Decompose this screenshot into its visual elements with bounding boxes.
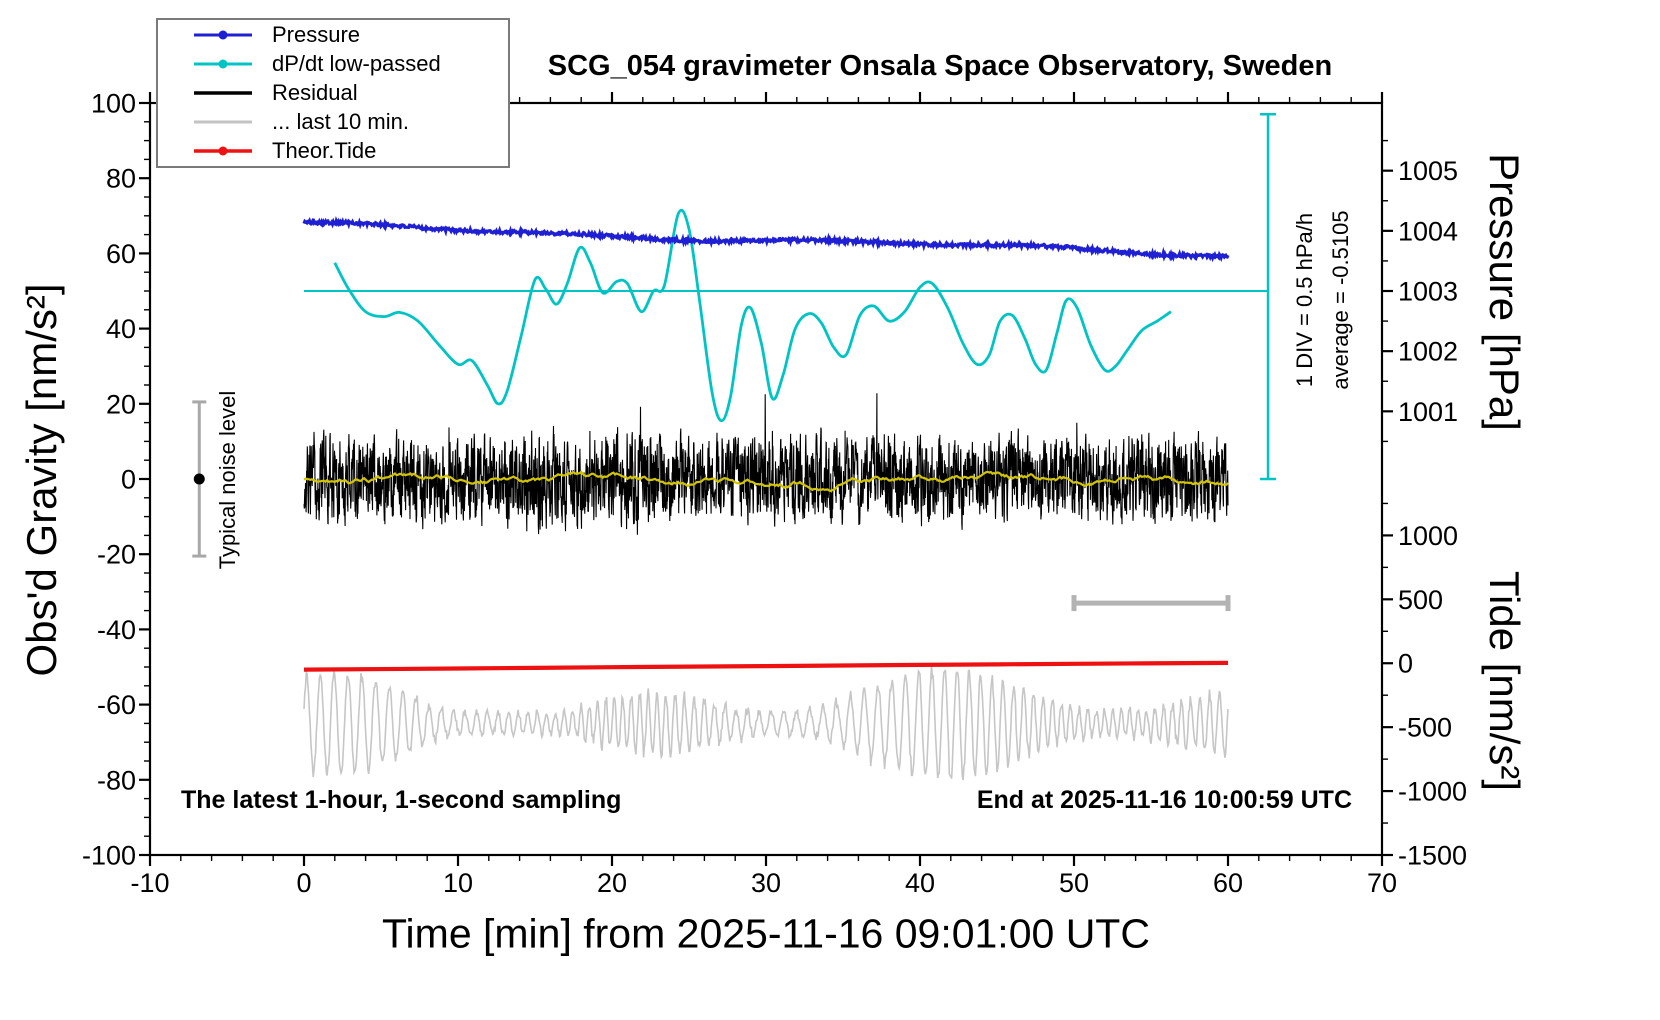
legend-label: dP/dt low-passed xyxy=(272,51,441,76)
svg-text:80: 80 xyxy=(106,164,136,194)
svg-text:1001: 1001 xyxy=(1398,397,1458,427)
svg-text:1005: 1005 xyxy=(1398,156,1458,186)
series-theor-tide xyxy=(303,660,1229,672)
svg-text:-80: -80 xyxy=(97,765,136,795)
series-pressure xyxy=(302,215,1230,263)
svg-text:1004: 1004 xyxy=(1398,216,1458,246)
legend-item-theor-tide: Theor.Tide xyxy=(192,138,508,164)
noise-level-annotation: Typical noise level xyxy=(215,390,240,570)
legend-item-last-10-min: ... last 10 min. xyxy=(192,109,508,135)
svg-text:0: 0 xyxy=(121,465,136,495)
svg-text:-100: -100 xyxy=(82,841,136,871)
svg-text:40: 40 xyxy=(106,314,136,344)
plot-frame xyxy=(148,101,1384,857)
x-axis-label: Time [min] from 2025-11-16 09:01:00 UTC xyxy=(382,910,1150,957)
y-left-tick-labels: -100 -80 -60 -40 -20 0 20 40 60 80 100 xyxy=(82,89,136,871)
svg-text:60: 60 xyxy=(1213,868,1243,898)
pressure-tick-labels: 1005 1004 1003 1002 1001 xyxy=(1398,156,1458,427)
svg-text:0: 0 xyxy=(296,868,311,898)
svg-text:1000: 1000 xyxy=(1398,521,1458,551)
svg-text:0: 0 xyxy=(1398,649,1413,679)
legend-item-residual: Residual xyxy=(192,80,508,106)
sampling-footer: The latest 1-hour, 1-second sampling xyxy=(181,786,622,814)
legend-marker-icon xyxy=(194,146,252,156)
average-annotation: average = -0.5105 xyxy=(1328,210,1353,390)
legend-item-pressure: Pressure xyxy=(192,22,508,48)
svg-text:-1000: -1000 xyxy=(1398,777,1467,807)
dpdt-scale-bar xyxy=(1260,113,1277,481)
svg-text:1003: 1003 xyxy=(1398,277,1458,307)
last-10-min-segment-bar xyxy=(1071,595,1231,612)
y-axis-label-gravity: Obs'd Gravity [nm/s²] xyxy=(18,283,65,677)
svg-text:-1500: -1500 xyxy=(1398,841,1467,871)
series-last-10-min xyxy=(303,664,1229,781)
legend-label: Residual xyxy=(272,80,358,105)
svg-text:60: 60 xyxy=(106,239,136,269)
y-axis-label-pressure: Pressure [hPa] xyxy=(1481,153,1528,431)
svg-text:-60: -60 xyxy=(97,690,136,720)
legend-box: Pressure dP/dt low-passed Residual ... last… xyxy=(156,18,510,168)
dpdt-scale-annotation: 1 DIV = 0.5 hPa/h xyxy=(1292,212,1317,388)
svg-text:20: 20 xyxy=(106,389,136,419)
y-axis-label-tide: Tide [nm/s²] xyxy=(1481,570,1528,792)
legend-item-dp-dt-low-passed: dP/dt low-passed xyxy=(192,51,508,77)
typical-noise-errorbar xyxy=(192,400,207,558)
series-dpdt-lowpassed xyxy=(333,208,1172,423)
series-residual-lowpass xyxy=(303,470,1229,493)
legend-label: Theor.Tide xyxy=(272,138,377,163)
data-series xyxy=(302,113,1277,781)
legend-label: Pressure xyxy=(272,22,361,47)
legend-marker-icon xyxy=(194,120,252,124)
legend-marker-icon xyxy=(194,30,252,40)
svg-text:40: 40 xyxy=(905,868,935,898)
svg-text:50: 50 xyxy=(1059,868,1089,898)
svg-text:100: 100 xyxy=(91,89,136,119)
svg-text:70: 70 xyxy=(1367,868,1397,898)
svg-text:20: 20 xyxy=(597,868,627,898)
legend-marker-icon xyxy=(194,91,252,95)
legend-marker-icon xyxy=(194,59,252,69)
svg-text:1002: 1002 xyxy=(1398,337,1458,367)
svg-text:10: 10 xyxy=(443,868,473,898)
series-residual xyxy=(303,393,1229,535)
legend-label: ... last 10 min. xyxy=(272,109,409,134)
tide-tick-labels: 1000 500 0 -500 -1000 -1500 xyxy=(1398,521,1467,871)
end-time-footer: End at 2025-11-16 10:00:59 UTC xyxy=(976,786,1352,814)
svg-text:-20: -20 xyxy=(97,540,136,570)
x-tick-labels: -10 0 10 20 30 40 50 60 70 xyxy=(130,868,1397,898)
svg-text:500: 500 xyxy=(1398,585,1443,615)
svg-text:-500: -500 xyxy=(1398,713,1452,743)
svg-text:30: 30 xyxy=(751,868,781,898)
svg-text:-10: -10 xyxy=(130,868,169,898)
svg-text:-40: -40 xyxy=(97,615,136,645)
chart-title: SCG_054 gravimeter Onsala Space Observat… xyxy=(547,50,1333,82)
